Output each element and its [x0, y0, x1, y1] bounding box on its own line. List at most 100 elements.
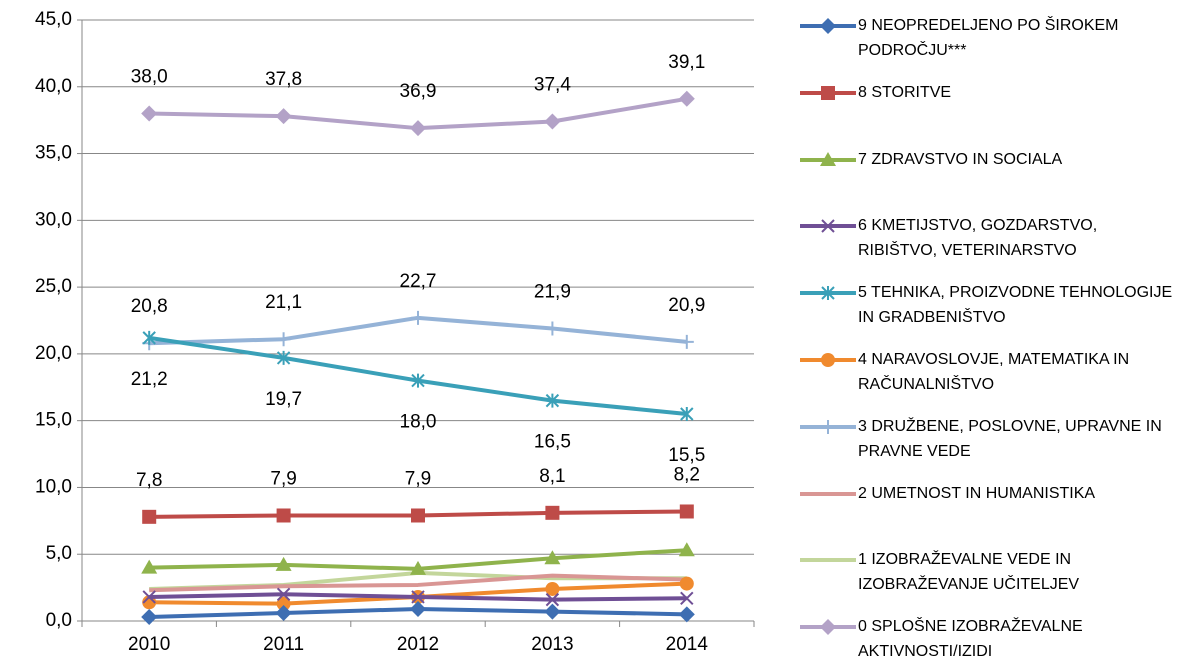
marker	[410, 600, 426, 617]
series	[142, 587, 694, 607]
data-label: 37,8	[265, 69, 302, 90]
y-tick-label: 0,0	[46, 610, 72, 631]
line	[149, 573, 687, 593]
data-label: 18,0	[400, 412, 437, 433]
marker	[275, 108, 292, 125]
marker	[545, 592, 560, 607]
marker	[142, 330, 156, 345]
marker	[275, 604, 292, 621]
series	[141, 600, 695, 625]
data-label: 37,4	[534, 75, 571, 96]
data-label: 8,1	[539, 466, 565, 487]
x-tick-label: 2011	[263, 634, 304, 655]
y-tick-label: 40,0	[35, 76, 72, 97]
legend-swatch	[800, 286, 856, 301]
marker	[821, 286, 835, 301]
marker	[544, 550, 561, 565]
legend-swatch	[800, 353, 856, 367]
legend-label: 6 KMETIJSTVO, GOZDARSTVO, RIBIŠTVO, VETE…	[858, 217, 1098, 260]
legend-swatch	[800, 219, 856, 234]
y-tick-label: 15,0	[35, 410, 72, 431]
data-label: 20,8	[131, 296, 168, 317]
marker	[544, 113, 561, 130]
legend-swatch	[800, 419, 856, 434]
legend-label: 0 SPLOŠNE IZOBRAŽEVALNE AKTIVNOSTI/IZIDI	[858, 618, 1083, 661]
marker	[820, 619, 836, 636]
y-tick-label: 45,0	[35, 9, 72, 30]
data-label: 20,9	[668, 295, 705, 316]
marker	[680, 406, 694, 421]
data-label: 22,7	[400, 271, 437, 292]
data-label: 16,5	[534, 432, 571, 453]
marker	[821, 419, 835, 434]
data-label: 36,9	[400, 81, 437, 102]
data-label: 21,9	[534, 282, 571, 303]
data-label: 38,0	[131, 67, 168, 88]
marker	[821, 219, 835, 234]
y-tick-label: 25,0	[35, 276, 72, 297]
marker	[678, 90, 695, 107]
marker	[411, 508, 425, 523]
y-tick-label: 35,0	[35, 143, 72, 164]
marker	[679, 576, 694, 591]
x-tick-label: 2013	[531, 634, 573, 655]
series	[142, 504, 694, 524]
legend-label: 9 NEOPREDELJENO PO ŠIROKEM PODROČJU***	[858, 17, 1119, 59]
marker	[141, 105, 158, 122]
y-tick-label: 5,0	[46, 543, 72, 564]
marker	[821, 353, 835, 367]
legend-label: 3 DRUŽBENE, POSLOVNE, UPRAVNE IN PRAVNE …	[858, 417, 1162, 460]
marker	[820, 151, 836, 166]
marker	[411, 310, 425, 325]
marker	[275, 556, 292, 571]
data-label: 7,8	[136, 470, 162, 491]
marker	[410, 560, 426, 575]
legend-swatch	[800, 558, 856, 563]
marker	[141, 559, 158, 574]
marker	[411, 590, 425, 604]
marker	[545, 505, 560, 520]
marker	[544, 603, 561, 620]
marker	[679, 504, 694, 519]
legend-label: 5 TEHNIKA, PROIZVODNE TEHNOLOGIJE IN GRA…	[858, 284, 1173, 327]
series	[149, 573, 687, 593]
x-tick-label: 2010	[128, 634, 170, 655]
marker	[142, 509, 157, 524]
legend-swatch	[800, 85, 856, 100]
marker	[680, 591, 694, 606]
legend-swatch	[800, 491, 856, 496]
legend-swatch	[800, 619, 856, 636]
data-label: 39,1	[668, 52, 705, 73]
marker	[545, 321, 560, 336]
legend-swatch	[800, 151, 856, 166]
y-tick-label: 30,0	[35, 209, 72, 230]
data-label: 15,5	[668, 445, 705, 466]
y-tick-label: 10,0	[35, 476, 72, 497]
marker	[410, 120, 426, 137]
marker	[545, 393, 560, 408]
marker	[678, 542, 695, 557]
marker	[678, 606, 695, 623]
data-label: 7,9	[270, 469, 296, 490]
series	[141, 90, 695, 137]
data-label: 21,1	[265, 292, 302, 313]
marker	[276, 350, 291, 365]
data-label: 21,2	[131, 369, 168, 390]
marker	[821, 85, 835, 100]
marker	[545, 581, 560, 596]
data-label: 19,7	[265, 389, 302, 410]
data-label: 8,2	[674, 465, 700, 486]
series	[142, 330, 694, 421]
marker	[141, 608, 158, 625]
series	[141, 542, 695, 575]
marker	[820, 18, 836, 34]
legend-label: 4 NARAVOSLOVJE, MATEMATIKA IN RAČUNALNIŠ…	[858, 351, 1130, 393]
marker	[679, 334, 694, 349]
x-tick-label: 2014	[666, 634, 709, 655]
marker	[276, 332, 291, 347]
x-tick-label: 2012	[397, 634, 439, 655]
legend-label: 1 IZOBRAŽEVALNE VEDE IN IZOBRAŽEVANJE UČ…	[858, 551, 1080, 594]
marker	[142, 590, 156, 604]
